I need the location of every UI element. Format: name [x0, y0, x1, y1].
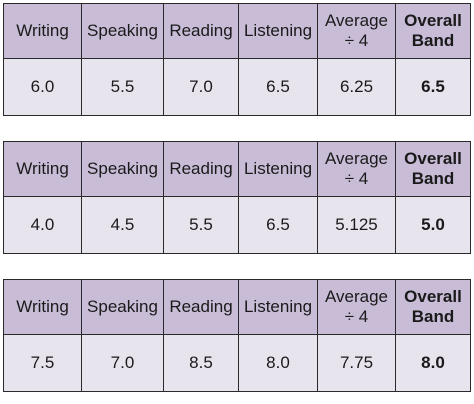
speaking-header: Speaking [81, 141, 164, 197]
average-score: 5.125 [317, 196, 396, 254]
writing-score: 4.0 [3, 196, 82, 254]
average-header-line2: ÷ 4 [344, 169, 369, 188]
average-header-line2: ÷ 4 [344, 307, 369, 326]
overall-band-header: Overall Band [395, 141, 471, 197]
average-header-line1: Average [324, 11, 388, 30]
overall-header-line2: Band [411, 169, 455, 188]
writing-header: Writing [3, 141, 82, 197]
listening-header: Listening [238, 279, 318, 335]
overall-band-header: Overall Band [395, 279, 471, 335]
reading-score: 7.0 [163, 58, 239, 116]
speaking-header: Speaking [81, 3, 164, 59]
reading-header: Reading [163, 279, 239, 335]
reading-score: 8.5 [163, 334, 239, 392]
average-header: Average ÷ 4 [317, 3, 396, 59]
band-score-table-2: Writing Speaking Reading Listening Avera… [3, 141, 471, 254]
listening-score: 8.0 [238, 334, 318, 392]
reading-header: Reading [163, 3, 239, 59]
overall-header-line1: Overall [404, 149, 462, 168]
overall-band-score: 5.0 [395, 196, 471, 254]
speaking-score: 5.5 [81, 58, 164, 116]
speaking-score: 7.0 [81, 334, 164, 392]
header-row: Writing Speaking Reading Listening Avera… [3, 279, 471, 335]
speaking-header: Speaking [81, 279, 164, 335]
reading-score: 5.5 [163, 196, 239, 254]
average-score: 7.75 [317, 334, 396, 392]
reading-header: Reading [163, 141, 239, 197]
writing-score: 7.5 [3, 334, 82, 392]
writing-header: Writing [3, 279, 82, 335]
header-row: Writing Speaking Reading Listening Avera… [3, 141, 471, 197]
average-score: 6.25 [317, 58, 396, 116]
band-score-table-3: Writing Speaking Reading Listening Avera… [3, 279, 471, 392]
header-row: Writing Speaking Reading Listening Avera… [3, 3, 471, 59]
listening-header: Listening [238, 141, 318, 197]
listening-score: 6.5 [238, 196, 318, 254]
average-header: Average ÷ 4 [317, 279, 396, 335]
average-header: Average ÷ 4 [317, 141, 396, 197]
listening-header: Listening [238, 3, 318, 59]
overall-header-line2: Band [411, 31, 455, 50]
speaking-score: 4.5 [81, 196, 164, 254]
overall-header-line1: Overall [404, 287, 462, 306]
score-row: 7.5 7.0 8.5 8.0 7.75 8.0 [3, 334, 471, 392]
score-row: 6.0 5.5 7.0 6.5 6.25 6.5 [3, 58, 471, 116]
overall-band-score: 8.0 [395, 334, 471, 392]
band-score-table-1: Writing Speaking Reading Listening Avera… [3, 3, 471, 116]
average-header-line1: Average [324, 149, 388, 168]
overall-band-score: 6.5 [395, 58, 471, 116]
listening-score: 6.5 [238, 58, 318, 116]
average-header-line2: ÷ 4 [344, 31, 369, 50]
overall-band-header: Overall Band [395, 3, 471, 59]
overall-header-line2: Band [411, 307, 455, 326]
score-row: 4.0 4.5 5.5 6.5 5.125 5.0 [3, 196, 471, 254]
overall-header-line1: Overall [404, 11, 462, 30]
writing-score: 6.0 [3, 58, 82, 116]
writing-header: Writing [3, 3, 82, 59]
average-header-line1: Average [324, 287, 388, 306]
